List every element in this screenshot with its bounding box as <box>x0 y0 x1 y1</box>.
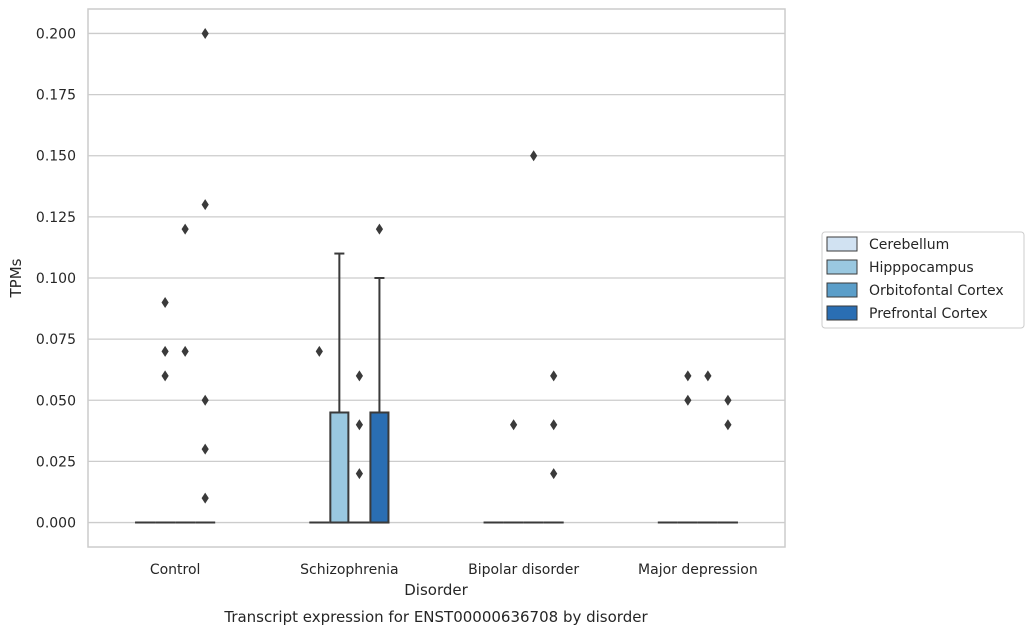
y-tick-label: 0.050 <box>36 393 76 409</box>
box-rect <box>329 411 350 524</box>
y-tick-label: 0.100 <box>36 271 76 287</box>
outlier-point <box>181 345 189 357</box>
y-tick-label: 0.000 <box>36 516 76 532</box>
outlier-point <box>375 223 384 235</box>
legend-label: Hipppocampus <box>869 260 974 276</box>
outlier-point <box>530 150 538 162</box>
outlier-point <box>161 345 169 357</box>
outlier-point <box>201 199 209 211</box>
outlier-point <box>355 468 363 480</box>
outlier-point <box>550 419 558 431</box>
y-tick-label: 0.025 <box>36 454 76 470</box>
legend-swatch <box>826 259 858 275</box>
y-tick-label: 0.075 <box>36 332 76 348</box>
outlier-point <box>181 223 189 235</box>
boxes <box>135 252 738 524</box>
outlier-point <box>355 419 363 431</box>
legend-swatch <box>826 305 858 321</box>
plot-frame <box>87 8 786 548</box>
outlier-point <box>201 443 209 455</box>
x-tick-label: Schizophrenia <box>300 562 398 578</box>
y-tick-label: 0.200 <box>36 26 76 42</box>
outlier-point <box>684 394 692 406</box>
x-tick-label: Control <box>150 562 201 578</box>
x-tick-label: Bipolar disorder <box>468 562 579 578</box>
outlier-point <box>161 296 169 308</box>
outlier-point <box>724 419 732 431</box>
y-tick-label: 0.175 <box>36 88 76 104</box>
y-tick-labels: 0.000 0.025 0.050 0.075 0.100 0.125 0.150 0.175… <box>36 26 76 531</box>
outlier-point <box>201 492 209 504</box>
outlier-point <box>355 370 363 382</box>
x-tick-label: Major depression <box>638 562 758 578</box>
legend-frame <box>821 231 1025 329</box>
outlier-point <box>684 370 692 382</box>
y-axis-label: TPMs <box>7 258 25 298</box>
legend-swatch <box>826 282 858 298</box>
y-tick-label: 0.125 <box>36 210 76 226</box>
outlier-point <box>510 419 518 431</box>
x-tick-labels: Control Schizophrenia Bipolar disorder Majo… <box>150 562 758 578</box>
outliers <box>161 27 732 504</box>
x-axis-label: Disorder <box>404 581 468 599</box>
legend-label: Prefrontal Cortex <box>869 306 988 322</box>
chart-title: Transcript expression for ENST0000063670… <box>223 608 648 626</box>
outlier-point <box>550 468 558 480</box>
outlier-point <box>704 370 712 382</box>
outlier-point <box>201 27 209 39</box>
gridlines <box>88 32 785 524</box>
outlier-point <box>724 394 732 406</box>
legend-label: Orbitofontal Cortex <box>869 283 1004 299</box>
legend-swatch <box>826 236 858 252</box>
outlier-point <box>315 345 323 357</box>
legend: Cerebellum Hipppocampus Orbitofontal Corte… <box>821 231 1025 329</box>
box-rect <box>369 411 390 524</box>
outlier-point <box>161 370 169 382</box>
y-tick-label: 0.150 <box>36 149 76 165</box>
legend-label: Cerebellum <box>869 237 949 253</box>
outlier-point <box>201 394 209 406</box>
outlier-point <box>550 370 558 382</box>
